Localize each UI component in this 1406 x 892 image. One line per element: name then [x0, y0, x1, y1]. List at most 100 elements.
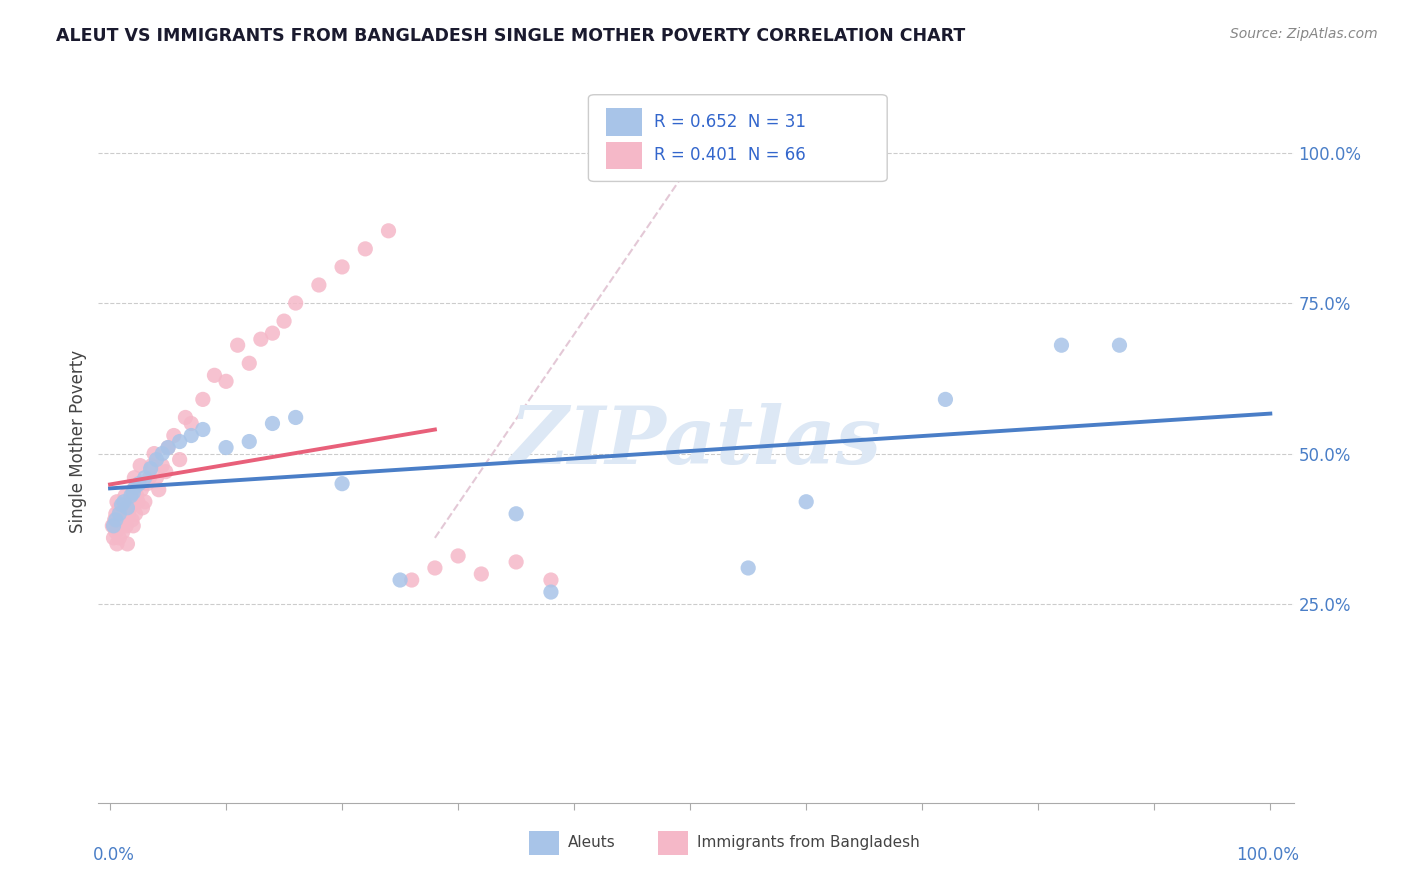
Point [138, 471, 160, 485]
Point [131, 500, 153, 515]
Point [111, 519, 134, 533]
Text: 0.0%: 0.0% [93, 847, 135, 864]
Point [101, 519, 124, 533]
Point [108, 500, 131, 515]
Point [122, 519, 145, 533]
Point [104, 513, 127, 527]
Point [125, 489, 148, 503]
Point [105, 494, 128, 508]
Point [180, 417, 202, 431]
Point [180, 428, 202, 442]
FancyBboxPatch shape [606, 109, 643, 136]
Point [1108, 338, 1130, 352]
Point [169, 434, 191, 449]
Point [389, 573, 412, 587]
Point [124, 471, 146, 485]
Point [284, 296, 307, 310]
Point [157, 441, 180, 455]
Point [117, 537, 139, 551]
Point [238, 434, 260, 449]
Point [1050, 338, 1073, 352]
Point [505, 555, 527, 569]
Y-axis label: Single Mother Poverty: Single Mother Poverty [69, 350, 87, 533]
Point [150, 458, 173, 473]
Text: ALEUT VS IMMIGRANTS FROM BANGLADESH SINGLE MOTHER POVERTY CORRELATION CHART: ALEUT VS IMMIGRANTS FROM BANGLADESH SING… [56, 27, 966, 45]
Point [174, 410, 197, 425]
Point [136, 476, 159, 491]
Point [447, 549, 470, 563]
Point [120, 494, 142, 508]
Point [104, 507, 127, 521]
Point [118, 500, 141, 515]
Point [204, 368, 226, 383]
Point [111, 498, 134, 512]
Point [111, 524, 134, 539]
Point [250, 332, 273, 346]
Point [143, 446, 166, 460]
Point [354, 242, 377, 256]
Text: Source: ZipAtlas.com: Source: ZipAtlas.com [1230, 27, 1378, 41]
Point [423, 561, 446, 575]
Point [108, 531, 131, 545]
Point [330, 260, 353, 274]
Point [377, 224, 399, 238]
Text: Aleuts: Aleuts [568, 835, 616, 850]
Point [155, 465, 177, 479]
Point [115, 519, 138, 533]
Point [505, 507, 527, 521]
Point [145, 471, 167, 485]
Point [124, 480, 146, 494]
Point [117, 507, 139, 521]
Point [131, 483, 153, 497]
Point [134, 471, 156, 485]
Point [121, 513, 143, 527]
Point [104, 513, 127, 527]
Point [141, 458, 163, 473]
Point [330, 476, 353, 491]
Text: 100.0%: 100.0% [1236, 847, 1299, 864]
Point [129, 458, 152, 473]
Point [157, 441, 180, 455]
Point [117, 500, 139, 515]
Point [226, 338, 249, 352]
Point [215, 375, 238, 389]
Text: R = 0.652  N = 31: R = 0.652 N = 31 [654, 113, 806, 131]
Point [150, 446, 173, 460]
Point [540, 585, 562, 599]
Point [262, 326, 284, 341]
Point [145, 452, 167, 467]
Point [134, 494, 156, 508]
Point [110, 513, 132, 527]
FancyBboxPatch shape [606, 142, 643, 169]
Point [262, 417, 284, 431]
Point [139, 461, 162, 475]
Point [105, 537, 128, 551]
Point [122, 485, 145, 500]
Point [273, 314, 295, 328]
Point [470, 567, 492, 582]
FancyBboxPatch shape [658, 831, 688, 855]
Text: ZIPatlas: ZIPatlas [510, 403, 882, 480]
Point [108, 507, 131, 521]
Point [401, 573, 423, 587]
Point [111, 507, 134, 521]
Point [284, 410, 307, 425]
Point [107, 519, 129, 533]
Point [169, 452, 191, 467]
Point [238, 356, 260, 370]
Point [112, 513, 135, 527]
Point [148, 483, 170, 497]
Point [103, 531, 125, 545]
Point [308, 277, 330, 292]
Text: R = 0.401  N = 66: R = 0.401 N = 66 [654, 146, 806, 164]
Point [127, 494, 149, 508]
Point [103, 519, 125, 533]
Point [191, 423, 214, 437]
Point [737, 561, 759, 575]
Point [128, 476, 150, 491]
Point [163, 428, 186, 442]
FancyBboxPatch shape [589, 95, 887, 181]
Point [128, 476, 150, 491]
Point [191, 392, 214, 407]
Point [120, 489, 142, 503]
